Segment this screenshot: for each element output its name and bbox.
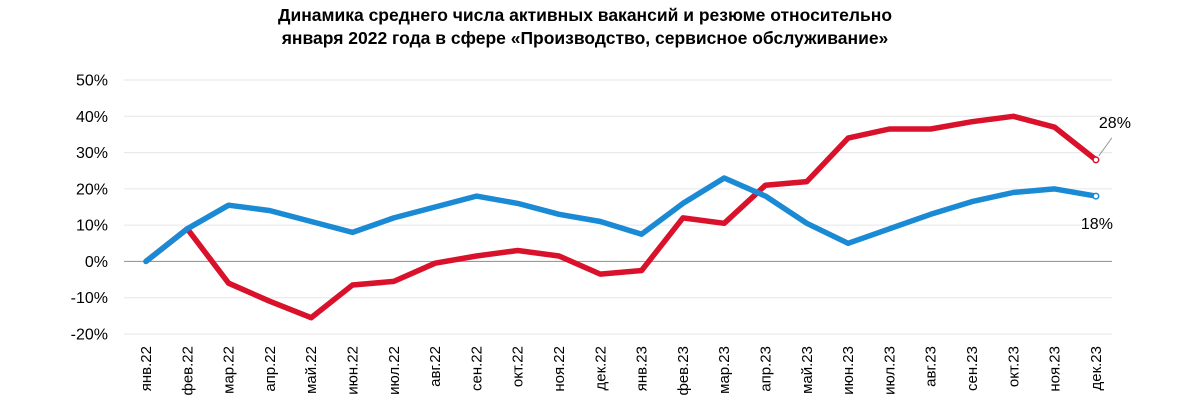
series-line-blue — [143, 175, 1099, 265]
x-tick-label: янв.22 — [138, 346, 155, 391]
x-tick-label: дек.22 — [592, 346, 609, 391]
y-tick-label: -20% — [71, 327, 108, 344]
x-tick-label: авг.23 — [923, 346, 940, 387]
y-tick-label: 40% — [76, 109, 108, 126]
x-tick-label: июл.23 — [881, 346, 898, 395]
x-tick-label: окт.23 — [1005, 346, 1022, 387]
x-tick-label: сен.22 — [468, 346, 485, 391]
label-leader-line — [1098, 137, 1113, 157]
x-tick-label: апр.22 — [262, 346, 279, 392]
x-tick-label: окт.22 — [510, 346, 527, 387]
y-tick-label: 10% — [76, 218, 108, 235]
data-label-red-end: 28% — [1099, 115, 1131, 132]
series-lines — [143, 113, 1099, 321]
gridlines — [124, 79, 1112, 335]
x-tick-label: мар.23 — [716, 346, 733, 394]
y-tick-label: 20% — [76, 181, 108, 198]
data-label-blue-end: 18% — [1081, 216, 1113, 233]
x-tick-label: янв.23 — [634, 346, 651, 391]
x-tick-label: фев.23 — [675, 346, 692, 396]
x-tick-label: авг.22 — [427, 346, 444, 387]
x-tick-label: июн.23 — [840, 346, 857, 395]
end-marker-red — [1092, 156, 1100, 164]
x-tick-label: апр.23 — [758, 346, 775, 392]
x-tick-label: июл.22 — [386, 346, 403, 395]
chart-title-line-1: Динамика среднего числа активных ваканси… — [277, 5, 893, 25]
x-tick-label: май.22 — [303, 346, 320, 394]
axes: 50% 40% 30% 20% 10% 0% -10% -20% янв.22 фев.22 мар… — [71, 73, 1112, 396]
x-tick-label: июн.22 — [345, 346, 362, 395]
x-tick-label: май.23 — [799, 346, 816, 394]
x-tick-label: ноя.22 — [551, 346, 568, 392]
end-marker-blue — [1092, 192, 1100, 200]
chart-title: Динамика среднего числа активных ваканси… — [0, 4, 1170, 50]
x-tick-label: ноя.23 — [1047, 346, 1064, 392]
x-tick-label: дек.23 — [1088, 346, 1105, 391]
x-tick-label: фев.22 — [179, 346, 196, 396]
x-tick-label: сен.23 — [964, 346, 981, 391]
y-tick-label: -10% — [71, 290, 108, 307]
y-tick-label: 0% — [85, 254, 108, 271]
y-tick-label: 50% — [76, 73, 108, 90]
x-tick-label: мар.22 — [221, 346, 238, 394]
chart-title-line-2: января 2022 года в сфере «Производство, … — [281, 28, 889, 48]
series-line-red — [143, 113, 1099, 321]
y-tick-label: 30% — [76, 145, 108, 162]
data-labels: 28% 18% — [1081, 115, 1131, 233]
